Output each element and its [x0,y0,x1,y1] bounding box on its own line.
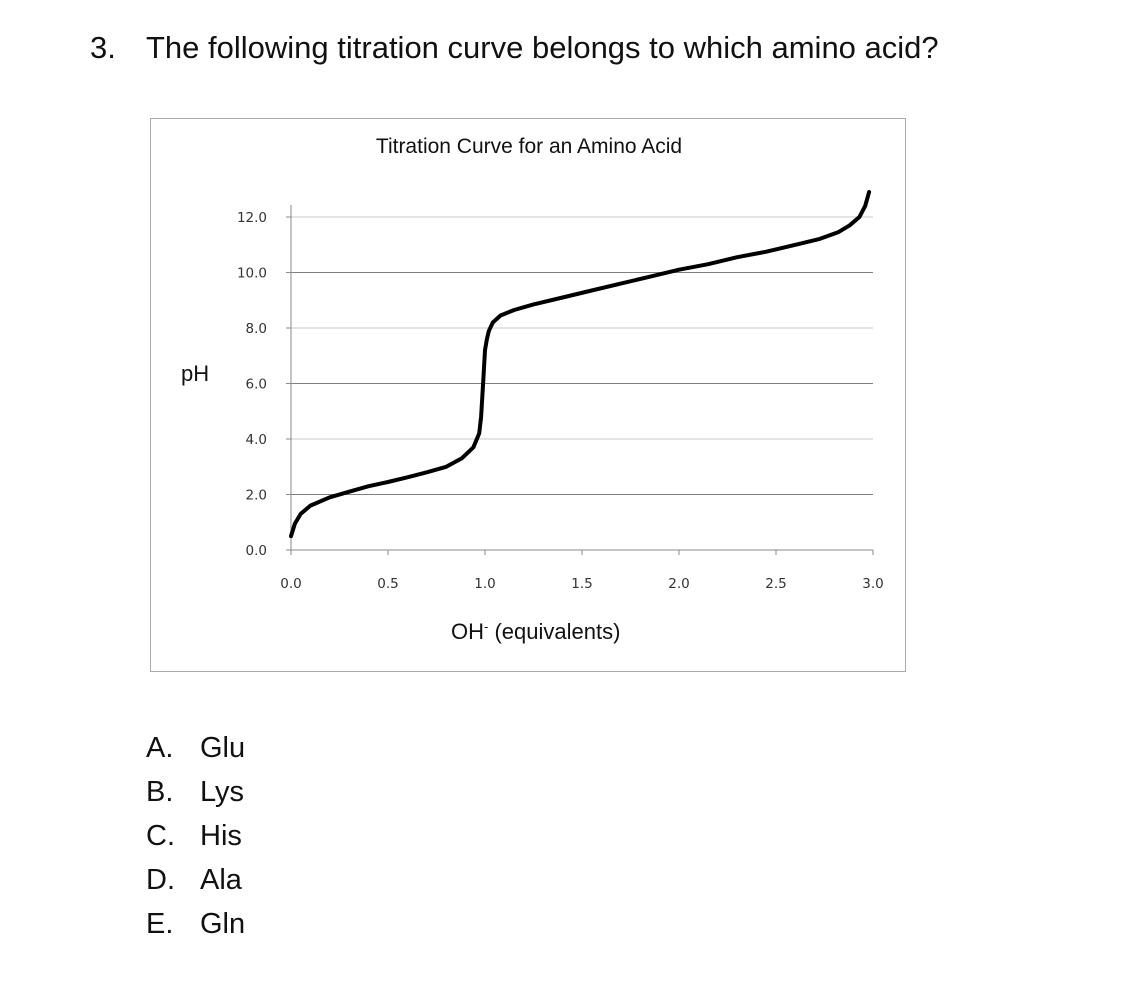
chart-title: Titration Curve for an Amino Acid [375,135,683,158]
option-letter: D. [146,864,175,896]
question-number: 3. [90,30,116,65]
y-tick-label: 4.0 [246,432,267,448]
option-text: Lys [200,776,245,808]
option-letter: B. [146,776,174,808]
question-text: 3. The following titration curve belongs … [90,30,939,66]
x-tick-label: 1.5 [571,576,592,592]
option-letter: E. [146,908,174,940]
y-axis-label: pH [181,361,210,386]
y-tick-label: 0.0 [246,543,267,559]
x-tick-label: 3.0 [862,576,883,592]
option-b[interactable]: B. Lys [146,772,245,816]
x-axis-label: OH- (equivalents) [451,619,620,645]
x-axis-label-suffix: (equivalents) [488,619,621,644]
titration-curve-line [289,190,872,539]
option-text: His [200,820,242,852]
y-tick-label: 10.0 [237,266,267,282]
x-axis-label-superscript: - [484,619,489,634]
titration-chart: 0.0 2.0 4.0 6.0 8.0 10.0 12.0 0.0 0.5 1.0 1.5 2.0 2.… [150,118,906,672]
x-tick-label: 1.0 [474,576,495,592]
option-e[interactable]: E. Gln [146,904,245,948]
chart-tick-labels: 0.0 2.0 4.0 6.0 8.0 10.0 12.0 0.0 0.5 1.0 1.5 2.0 2.… [237,210,884,592]
option-d[interactable]: D. Ala [146,860,245,904]
y-tick-label: 12.0 [237,210,267,226]
answer-options: A. Glu B. Lys C. His D. Ala E. Gln [146,728,245,948]
option-text: Gln [200,908,246,940]
option-letter: A. [146,732,174,764]
option-c[interactable]: C. His [146,816,245,860]
x-tick-label: 2.5 [765,576,786,592]
chart-axes [286,205,874,555]
y-tick-label: 8.0 [246,321,267,337]
option-a[interactable]: A. Glu [146,728,245,772]
x-tick-label: 0.0 [280,576,301,592]
option-text: Ala [200,864,242,896]
x-tick-label: 0.5 [377,576,398,592]
chart-gridlines [291,216,873,495]
y-tick-label: 6.0 [246,377,267,393]
y-tick-label: 2.0 [246,488,267,504]
option-letter: C. [146,820,175,852]
chart-plot-area: 0.0 2.0 4.0 6.0 8.0 10.0 12.0 0.0 0.5 1.0 1.5 2.0 2.… [237,190,884,592]
option-text: Glu [200,732,246,764]
question-prompt: The following titration curve belongs to… [146,30,939,65]
x-axis-label-main: OH [451,619,484,644]
x-tick-label: 2.0 [668,576,689,592]
